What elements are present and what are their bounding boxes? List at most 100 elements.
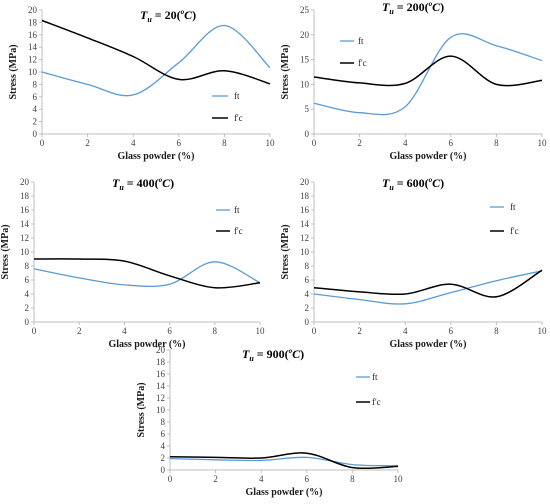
title-sub: u xyxy=(389,7,394,16)
series-line-fc xyxy=(313,269,543,298)
y-tick-label: 14 xyxy=(28,42,38,52)
title-unit: C xyxy=(184,8,193,22)
chart-panel-1: 0 2 4 6 8 10 12 14 16 18 20 0 2 4 6 8 10 Glass powder (%)… xyxy=(8,5,275,162)
y-tick-label: 12 xyxy=(300,233,309,243)
y-tick-label: 20 xyxy=(300,30,310,40)
y-tick-label: 10 xyxy=(28,67,38,77)
y-tick-label: 6 xyxy=(161,429,166,439)
y-tick-label: 25 xyxy=(300,5,310,15)
title-unit: C xyxy=(432,0,441,14)
title-close: ) xyxy=(192,8,196,22)
y-tick-label: 18 xyxy=(20,191,30,201)
y-tick-label: 4 xyxy=(33,104,38,114)
x-tick-label: 8 xyxy=(494,326,499,336)
y-axis-label: Stress (MPa) xyxy=(8,44,19,99)
y-tick-label: 2 xyxy=(33,117,38,127)
title-var: T xyxy=(382,176,390,190)
series-line-ft xyxy=(41,24,271,97)
legend-label: ft xyxy=(234,91,240,101)
y-tick-label: 14 xyxy=(156,381,166,391)
legend-label: f'c xyxy=(234,226,243,236)
y-tick-label: 12 xyxy=(28,55,37,65)
y-tick-label: 2 xyxy=(161,453,166,463)
y-tick-label: 14 xyxy=(300,219,310,229)
y-tick-label: 2 xyxy=(305,303,310,313)
series-line-fc xyxy=(169,452,399,470)
title-close: ) xyxy=(440,176,444,190)
chart-title: Tu = 900(oC) xyxy=(242,347,304,363)
y-tick-label: 10 xyxy=(156,405,166,415)
y-tick-label: 20 xyxy=(28,5,38,15)
chart-title: Tu = 200(oC) xyxy=(382,0,444,16)
title-sub: u xyxy=(389,183,394,192)
y-tick-label: 4 xyxy=(161,441,166,451)
chart-title: Tu = 600(oC) xyxy=(382,176,444,192)
x-tick-label: 6 xyxy=(167,326,172,336)
y-tick-label: 0 xyxy=(33,129,38,139)
y-tick-label: 16 xyxy=(156,369,166,379)
x-tick-label: 0 xyxy=(40,138,45,148)
y-tick-label: 8 xyxy=(305,261,310,271)
chart-panel-4: 0 2 4 6 8 10 12 14 16 18 20 0 2 4 6 8 10 Glass powder (%)… xyxy=(280,176,547,350)
y-tick-label: 5 xyxy=(305,104,310,114)
title-eq: = 20( xyxy=(152,8,181,22)
x-tick-label: 2 xyxy=(85,138,90,148)
x-tick-label: 2 xyxy=(77,326,82,336)
legend-label: ft xyxy=(358,36,364,46)
y-tick-label: 2 xyxy=(25,303,30,313)
title-sup: o xyxy=(181,8,185,16)
y-tick-label: 15 xyxy=(300,55,310,65)
x-tick-label: 2 xyxy=(357,138,362,148)
title-sup: o xyxy=(429,176,433,184)
legend-label: f'c xyxy=(510,226,519,236)
y-tick-label: 8 xyxy=(161,417,166,427)
y-tick-label: 10 xyxy=(300,247,310,257)
title-sup: o xyxy=(289,347,293,355)
title-close: ) xyxy=(440,0,444,14)
x-axis-label: Glass powder (%) xyxy=(117,151,194,162)
y-tick-label: 12 xyxy=(20,233,29,243)
y-tick-label: 4 xyxy=(25,289,30,299)
legend-label: ft xyxy=(372,372,378,382)
x-tick-label: 2 xyxy=(213,474,218,484)
y-axis-label: Stress (MPa) xyxy=(136,382,147,437)
y-tick-label: 4 xyxy=(305,289,310,299)
x-tick-label: 4 xyxy=(403,326,408,336)
legend-label: ft xyxy=(234,205,240,215)
title-eq: = 600( xyxy=(394,176,429,190)
x-tick-label: 6 xyxy=(177,138,182,148)
x-axis-label: Glass powder (%) xyxy=(108,339,185,350)
x-tick-label: 10 xyxy=(266,138,276,148)
y-tick-label: 14 xyxy=(20,219,30,229)
title-sup: o xyxy=(159,176,163,184)
title-eq: = 400( xyxy=(124,176,159,190)
title-close: ) xyxy=(300,347,304,361)
y-tick-label: 8 xyxy=(25,261,30,271)
x-tick-label: 10 xyxy=(538,138,548,148)
title-var: T xyxy=(242,347,250,361)
title-close: ) xyxy=(170,176,174,190)
y-tick-label: 18 xyxy=(156,357,166,367)
x-axis-label: Glass powder (%) xyxy=(389,339,466,350)
x-tick-label: 10 xyxy=(394,474,404,484)
x-tick-label: 0 xyxy=(168,474,173,484)
legend-label: f'c xyxy=(372,397,381,407)
y-tick-label: 0 xyxy=(161,465,166,475)
series-line-fc xyxy=(33,258,261,289)
x-tick-label: 4 xyxy=(122,326,127,336)
y-tick-label: 6 xyxy=(305,275,310,285)
title-unit: C xyxy=(292,347,301,361)
legend-label: f'c xyxy=(358,58,367,68)
title-var: T xyxy=(382,0,390,14)
chart-panel-5: 0 2 4 6 8 10 12 14 16 18 20 0 2 4 6 8 10 Glass powder (%)… xyxy=(136,345,403,498)
series-line-fc xyxy=(313,55,543,87)
legend-label: f'c xyxy=(234,113,243,123)
title-sub: u xyxy=(249,354,254,363)
x-tick-label: 6 xyxy=(305,474,310,484)
x-axis-label: Glass powder (%) xyxy=(245,487,322,498)
x-tick-label: 4 xyxy=(131,138,136,148)
series-line-ft xyxy=(33,261,261,288)
title-unit: C xyxy=(432,176,441,190)
x-tick-label: 10 xyxy=(256,326,266,336)
x-tick-label: 4 xyxy=(403,138,408,148)
